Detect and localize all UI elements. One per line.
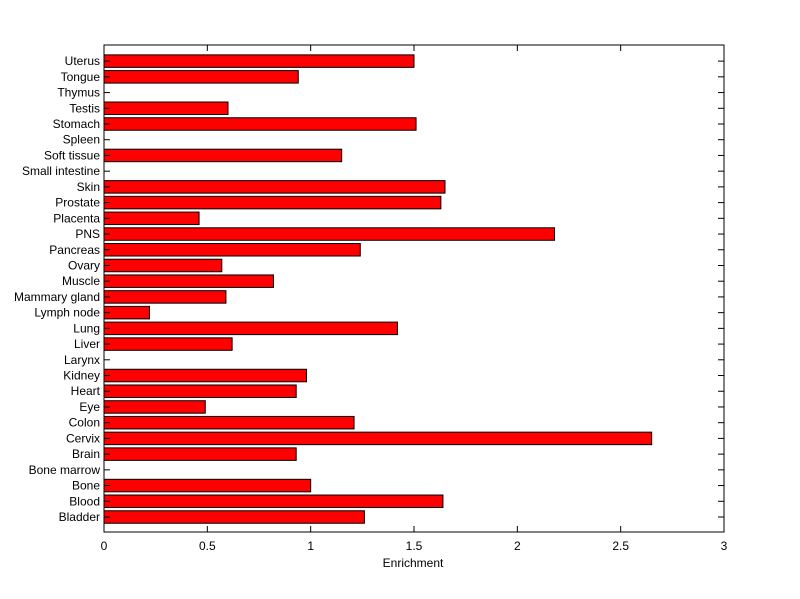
bar-lymph-node xyxy=(103,305,150,320)
y-tick-label: Tongue xyxy=(61,70,101,84)
y-tick-label: Eye xyxy=(79,400,100,414)
y-tick-label: Bladder xyxy=(59,510,100,524)
bar-eye xyxy=(103,400,206,414)
y-tick-label: Placenta xyxy=(53,211,100,225)
bar-stomach xyxy=(103,117,417,131)
y-tick-label: Soft tissue xyxy=(44,148,100,162)
x-tick-label: 2.5 xyxy=(612,539,629,553)
y-tick-label: Heart xyxy=(71,384,101,398)
x-tick-label: 0 xyxy=(101,539,108,553)
bar-tongue xyxy=(103,70,299,84)
y-tick-label: Cervix xyxy=(66,431,100,445)
bar-pns xyxy=(103,227,556,241)
y-tick-label: Thymus xyxy=(57,86,100,100)
bar-kidney xyxy=(103,368,308,383)
y-tick-label: Bone marrow xyxy=(29,463,101,477)
bar-blood xyxy=(103,494,444,509)
y-tick-label: Ovary xyxy=(68,258,100,272)
y-tick-label: Brain xyxy=(72,447,100,461)
y-tick-label: Prostate xyxy=(55,196,100,210)
y-tick-label: Pancreas xyxy=(49,243,100,257)
bar-pancreas xyxy=(103,243,361,257)
x-axis-title: Enrichment xyxy=(383,556,444,570)
y-tick-label: Muscle xyxy=(62,274,100,288)
bar-prostate xyxy=(103,195,442,210)
x-tick-label: 0.5 xyxy=(199,539,216,553)
bar-soft-tissue xyxy=(103,148,343,163)
bar-lung xyxy=(103,321,398,336)
y-tick-label: Lung xyxy=(73,321,100,335)
y-tick-label: Kidney xyxy=(63,369,100,383)
bar-brain xyxy=(103,447,297,461)
y-tick-label: Blood xyxy=(69,494,100,508)
y-tick-label: Skin xyxy=(77,180,100,194)
y-tick-label: Stomach xyxy=(53,117,100,131)
y-tick-label: Small intestine xyxy=(22,164,100,178)
x-tick-label: 1.5 xyxy=(406,539,423,553)
y-tick-label: Testis xyxy=(69,101,100,115)
y-tick-label: Spleen xyxy=(63,133,100,147)
y-tick-label: Colon xyxy=(69,416,100,430)
bar-ovary xyxy=(103,258,223,273)
bars-layer xyxy=(103,54,653,524)
x-tick-label: 2 xyxy=(514,539,521,553)
bar-muscle xyxy=(103,274,274,288)
bar-heart xyxy=(103,384,297,398)
bar-liver xyxy=(103,337,233,351)
y-tick-label: PNS xyxy=(75,227,100,241)
y-tick-label: Lymph node xyxy=(34,306,100,320)
bar-bone xyxy=(103,478,312,493)
y-tick-label: Larynx xyxy=(64,353,100,367)
y-tick-label: Mammary gland xyxy=(14,290,100,304)
bar-placenta xyxy=(103,211,200,226)
y-tick-label: Bone xyxy=(72,479,100,493)
bar-bladder xyxy=(103,510,365,524)
x-axis: 0 0.5 1 1.5 2 2.5 3 xyxy=(101,45,728,553)
bar-colon xyxy=(103,415,355,430)
y-tick-label: Liver xyxy=(74,337,100,351)
bar-mammary-gland xyxy=(103,290,227,304)
bar-cervix xyxy=(103,431,653,446)
y-tick-label: Uterus xyxy=(65,54,100,68)
x-tick-label: 3 xyxy=(721,539,728,553)
bar-uterus xyxy=(103,54,415,68)
bar-skin xyxy=(103,180,446,194)
x-tick-label: 1 xyxy=(307,539,314,553)
bar-testis xyxy=(103,101,229,116)
